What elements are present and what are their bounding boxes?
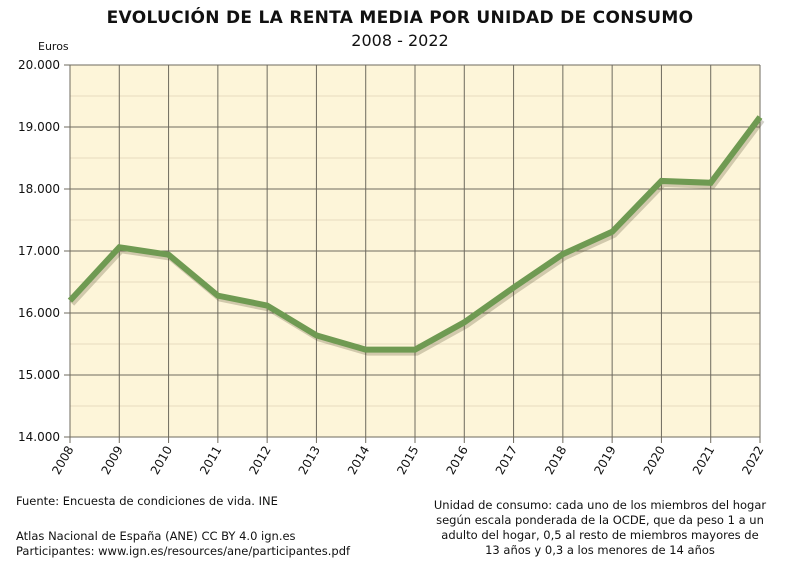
y-tick-label: 15.000: [18, 368, 60, 382]
x-tick-label: 2014: [345, 444, 372, 477]
note-line: adulto del hogar, 0,5 al resto de miembr…: [441, 528, 759, 542]
x-tick-label: 2022: [739, 444, 766, 477]
x-tick-label: 2013: [296, 444, 323, 477]
y-tick-label: 19.000: [18, 120, 60, 134]
note-line: 13 años y 0,3 a los menores de 14 años: [485, 543, 715, 557]
y-tick-label: 20.000: [18, 58, 60, 72]
source-note: Fuente: Encuesta de condiciones de vida.…: [16, 494, 278, 508]
x-tick-label: 2017: [493, 444, 520, 477]
x-tick-label: 2020: [641, 444, 668, 477]
x-tick-label: 2012: [246, 444, 273, 477]
x-tick-label: 2008: [49, 444, 76, 477]
atlas-credit: Atlas Nacional de España (ANE) CC BY 4.0…: [16, 529, 296, 543]
x-tick-label: 2021: [690, 444, 717, 477]
participants-link: Participantes: www.ign.es/resources/ane/…: [16, 544, 351, 558]
x-tick-label: 2019: [591, 444, 618, 477]
x-tick-label: 2015: [394, 444, 421, 477]
y-tick-label: 14.000: [18, 430, 60, 444]
chart-subtitle: 2008 - 2022: [351, 31, 449, 50]
consumption-unit-note: Unidad de consumo: cada uno de los miemb…: [420, 498, 780, 558]
x-tick-label: 2010: [148, 444, 175, 477]
y-tick-label: 17.000: [18, 244, 60, 258]
x-tick-label: 2018: [542, 444, 569, 477]
x-tick-label: 2009: [98, 444, 125, 477]
chart-title: EVOLUCIÓN DE LA RENTA MEDIA POR UNIDAD D…: [106, 8, 694, 28]
x-tick-label: 2011: [197, 444, 224, 477]
y-tick-label: 18.000: [18, 182, 60, 196]
note-line: según escala ponderada de la OCDE, que d…: [436, 513, 764, 527]
y-tick-label: 16.000: [18, 306, 60, 320]
x-tick-label: 2016: [443, 444, 470, 477]
y-axis-label: Euros: [38, 40, 69, 53]
note-line: Unidad de consumo: cada uno de los miemb…: [433, 498, 767, 512]
